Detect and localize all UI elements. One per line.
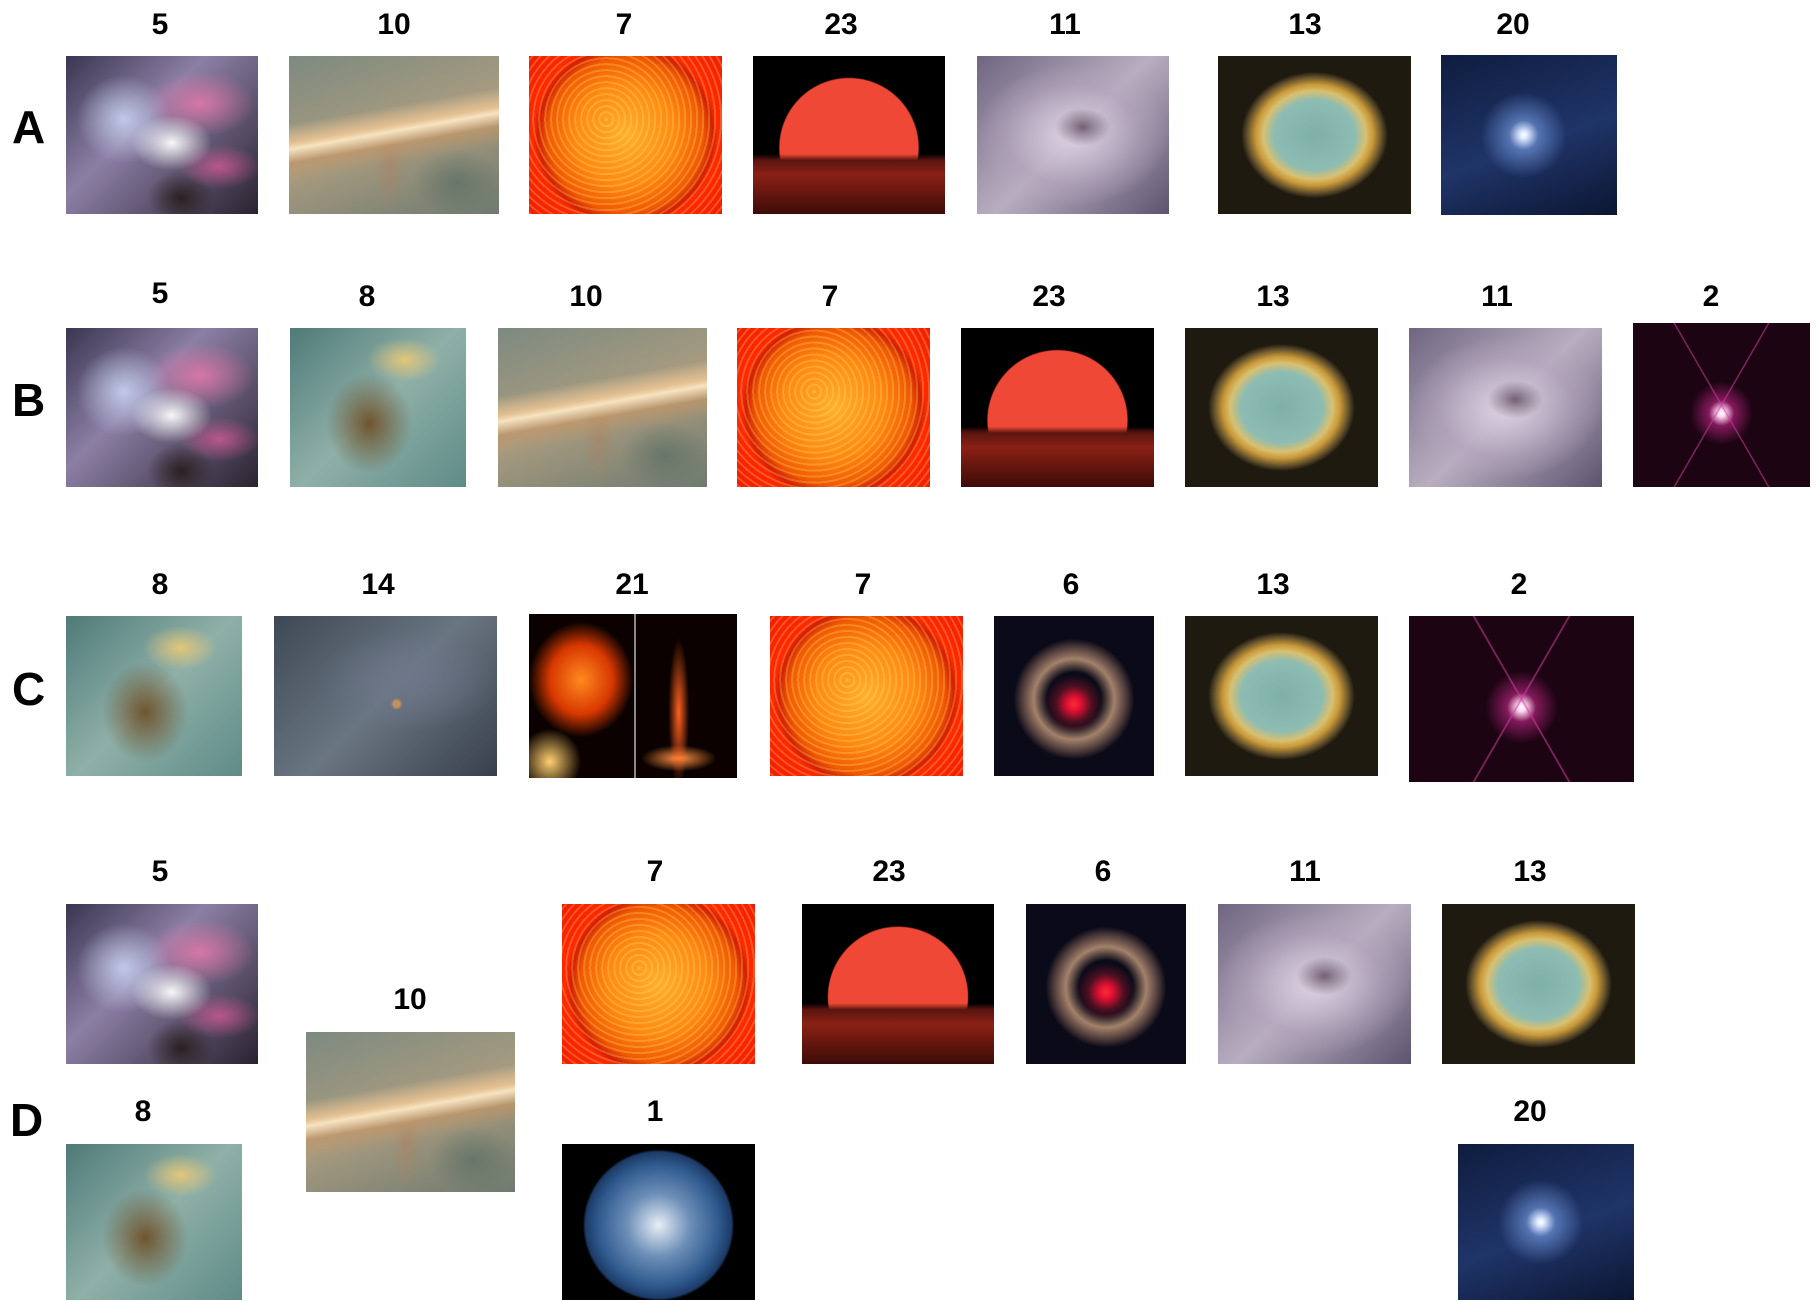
sun-image: [737, 328, 930, 487]
pillar-nebula-image: [290, 328, 466, 487]
light-echo-image: [994, 616, 1154, 776]
stage-number: 8: [358, 280, 376, 313]
stage-number: 13: [1256, 280, 1290, 313]
stage-number: 7: [854, 568, 872, 601]
white-nebula-image: [977, 56, 1169, 214]
red-giant-horizon-image: [961, 328, 1154, 487]
ring-nebula-image: [1185, 616, 1378, 776]
row-label-a: A: [12, 101, 46, 153]
stage-number: 14: [361, 568, 395, 601]
sun-image: [529, 56, 722, 214]
row-label-b: B: [12, 374, 46, 426]
stage-number: 2: [1510, 568, 1528, 601]
stage-number: 20: [1496, 8, 1530, 41]
stage-number: 8: [134, 1095, 152, 1128]
stage-number: 23: [872, 855, 906, 888]
protostar-haze-image: [274, 616, 497, 776]
white-dwarf-image: [1458, 1144, 1634, 1300]
stage-number: 11: [1481, 280, 1513, 313]
stage-number: 7: [646, 855, 664, 888]
stage-number: 23: [1032, 280, 1066, 313]
red-giant-horizon-image: [753, 56, 945, 214]
stage-number: 21: [615, 568, 649, 601]
stage-number: 6: [1062, 568, 1080, 601]
sun-image: [770, 616, 963, 776]
stage-number: 7: [615, 8, 633, 41]
stage-number: 11: [1049, 8, 1081, 41]
solar-flare-jet-image: [529, 614, 737, 778]
sun-image: [562, 904, 755, 1064]
row-label-c: C: [12, 663, 46, 715]
stage-number: 13: [1513, 855, 1547, 888]
stage-number: 10: [393, 983, 427, 1016]
ring-nebula-image: [1218, 56, 1411, 214]
binary-star-image: [1409, 616, 1634, 782]
protoplanetary-disk-image: [498, 328, 707, 487]
stage-number: 11: [1289, 855, 1321, 888]
light-echo-image: [1026, 904, 1186, 1064]
earth-image: [562, 1144, 755, 1300]
stage-number: 10: [377, 8, 411, 41]
ring-nebula-image: [1185, 328, 1378, 487]
white-dwarf-image: [1441, 55, 1617, 215]
stage-number: 10: [569, 280, 603, 313]
stage-number: 20: [1513, 1095, 1547, 1128]
orion-nebula-image: [66, 328, 258, 487]
stage-number: 8: [151, 568, 169, 601]
stage-number: 5: [151, 277, 169, 310]
stage-number: 23: [824, 8, 858, 41]
stage-number: 6: [1094, 855, 1112, 888]
white-nebula-image: [1409, 328, 1602, 487]
orion-nebula-image: [66, 56, 258, 214]
stage-number: 7: [821, 280, 839, 313]
stage-number: 2: [1702, 280, 1720, 313]
row-label-d: D: [10, 1094, 44, 1146]
orion-nebula-image: [66, 904, 258, 1064]
stage-number: 1: [646, 1095, 664, 1128]
red-giant-horizon-image: [802, 904, 994, 1064]
stage-number: 13: [1288, 8, 1322, 41]
stage-number: 13: [1256, 568, 1290, 601]
protoplanetary-disk-image: [289, 56, 499, 214]
binary-star-image: [1633, 323, 1810, 487]
stage-number: 5: [151, 8, 169, 41]
stage-number: 5: [151, 855, 169, 888]
pillar-nebula-image: [66, 616, 242, 776]
ring-nebula-image: [1442, 904, 1635, 1064]
protoplanetary-disk-image: [306, 1032, 515, 1192]
pillar-nebula-image: [66, 1144, 242, 1300]
white-nebula-image: [1218, 904, 1411, 1064]
